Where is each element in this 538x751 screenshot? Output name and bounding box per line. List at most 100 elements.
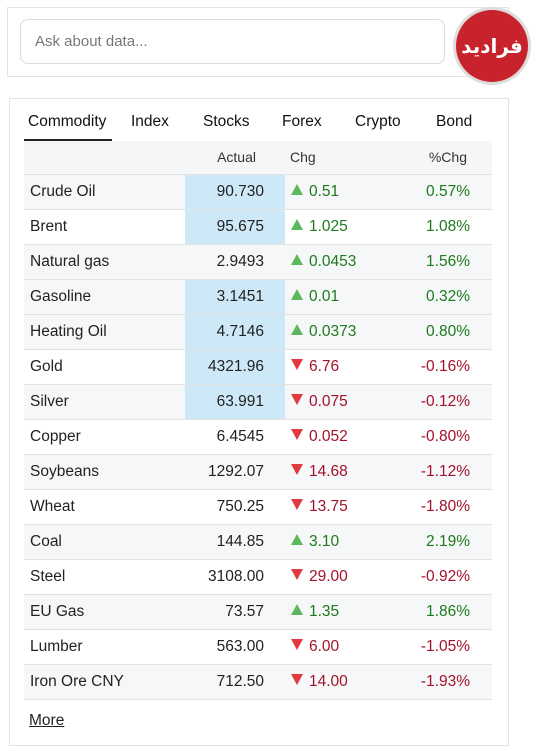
row-line <box>24 349 492 350</box>
actual-value: 95.675 <box>216 218 264 235</box>
percent-change: -0.16% <box>420 358 470 375</box>
row-bg <box>24 594 492 629</box>
more-link[interactable]: More <box>29 712 65 729</box>
logo: فرادید <box>456 10 528 82</box>
change-value: 14.68 <box>309 463 348 480</box>
direction-arrow <box>291 429 303 440</box>
actual-highlight <box>185 314 285 349</box>
tab[interactable]: Crypto <box>355 113 401 130</box>
change-value: 1.025 <box>309 218 348 235</box>
direction-arrow <box>291 359 303 370</box>
commodity-name: Copper <box>30 428 81 445</box>
tab[interactable]: Commodity <box>28 113 107 130</box>
actual-value: 4321.96 <box>207 358 264 375</box>
commodity-name: Natural gas <box>30 253 110 270</box>
column-header: %Chg <box>428 149 467 165</box>
row-line <box>24 314 492 315</box>
row-line <box>24 629 492 630</box>
percent-change: -0.80% <box>420 428 470 445</box>
column-header: Actual <box>217 149 256 165</box>
change: 0.075 <box>291 384 348 419</box>
header-bg <box>24 141 492 174</box>
direction-arrow <box>291 604 303 615</box>
actual-value: 712.50 <box>216 673 264 690</box>
direction-arrow <box>291 254 303 265</box>
actual-value: 3.1451 <box>216 288 264 305</box>
row-bg <box>24 524 492 559</box>
commodity-name: Lumber <box>30 638 83 655</box>
actual-highlight <box>185 209 285 244</box>
search-input[interactable]: Ask about data... <box>20 19 445 64</box>
row-line <box>24 664 492 665</box>
actual-value: 90.730 <box>216 183 264 200</box>
row-line <box>24 419 492 420</box>
percent-change: 1.08% <box>426 218 470 235</box>
tab[interactable]: Index <box>131 113 169 130</box>
row-line <box>24 594 492 595</box>
change: 6.76 <box>291 349 339 384</box>
percent-change: -1.05% <box>420 638 470 655</box>
tab[interactable]: Bond <box>436 113 473 130</box>
change: 0.51 <box>291 174 339 209</box>
commodity-name: Crude Oil <box>30 183 96 200</box>
change: 14.00 <box>291 664 348 699</box>
percent-change: 0.32% <box>426 288 470 305</box>
column-header: Chg <box>290 149 316 165</box>
row-line <box>24 384 492 385</box>
actual-value: 2.9493 <box>216 253 264 270</box>
change: 6.00 <box>291 629 339 664</box>
change-value: 0.075 <box>309 393 348 410</box>
row-line <box>24 454 492 455</box>
percent-change: 1.86% <box>426 603 470 620</box>
change-value: 0.052 <box>309 428 348 445</box>
percent-change: -1.80% <box>420 498 470 515</box>
actual-highlight <box>185 279 285 314</box>
direction-arrow <box>291 674 303 685</box>
percent-change: 0.80% <box>426 323 470 340</box>
row-bg <box>24 664 492 699</box>
change: 0.0373 <box>291 314 356 349</box>
actual-value: 3108.00 <box>207 568 264 585</box>
change: 0.0453 <box>291 244 356 279</box>
tab[interactable]: Forex <box>282 113 322 130</box>
tab-underline <box>24 139 112 141</box>
actual-value: 63.991 <box>216 393 264 410</box>
row-line <box>24 209 492 210</box>
change: 0.01 <box>291 279 339 314</box>
commodity-name: Brent <box>30 218 68 235</box>
actual-value: 73.57 <box>225 603 264 620</box>
change-value: 29.00 <box>309 568 348 585</box>
change-value: 0.0453 <box>309 253 357 270</box>
actual-highlight <box>185 174 285 209</box>
direction-arrow <box>291 184 303 195</box>
direction-arrow <box>291 569 303 580</box>
direction-arrow <box>291 289 303 300</box>
row-line <box>24 279 492 280</box>
actual-value: 4.7146 <box>216 323 264 340</box>
change-value: 13.75 <box>309 498 348 515</box>
direction-arrow <box>291 639 303 650</box>
direction-arrow <box>291 394 303 405</box>
tab[interactable]: Stocks <box>203 113 250 130</box>
actual-value: 6.4545 <box>216 428 264 445</box>
actual-highlight <box>185 384 285 419</box>
change: 3.10 <box>291 524 339 559</box>
row-line <box>24 244 492 245</box>
actual-value: 750.25 <box>216 498 264 515</box>
actual-value: 563.00 <box>216 638 264 655</box>
change-value: 0.0373 <box>309 323 357 340</box>
commodity-name: Heating Oil <box>30 323 107 340</box>
commodity-name: Gasoline <box>30 288 92 305</box>
direction-arrow <box>291 464 303 475</box>
direction-arrow <box>291 219 303 230</box>
row-line <box>24 524 492 525</box>
row-line <box>24 174 492 175</box>
percent-change: 1.56% <box>426 253 470 270</box>
commodity-name: EU Gas <box>30 603 85 620</box>
actual-highlight <box>185 349 285 384</box>
change: 13.75 <box>291 489 348 524</box>
change-value: 3.10 <box>309 533 340 550</box>
direction-arrow <box>291 534 303 545</box>
direction-arrow <box>291 324 303 335</box>
